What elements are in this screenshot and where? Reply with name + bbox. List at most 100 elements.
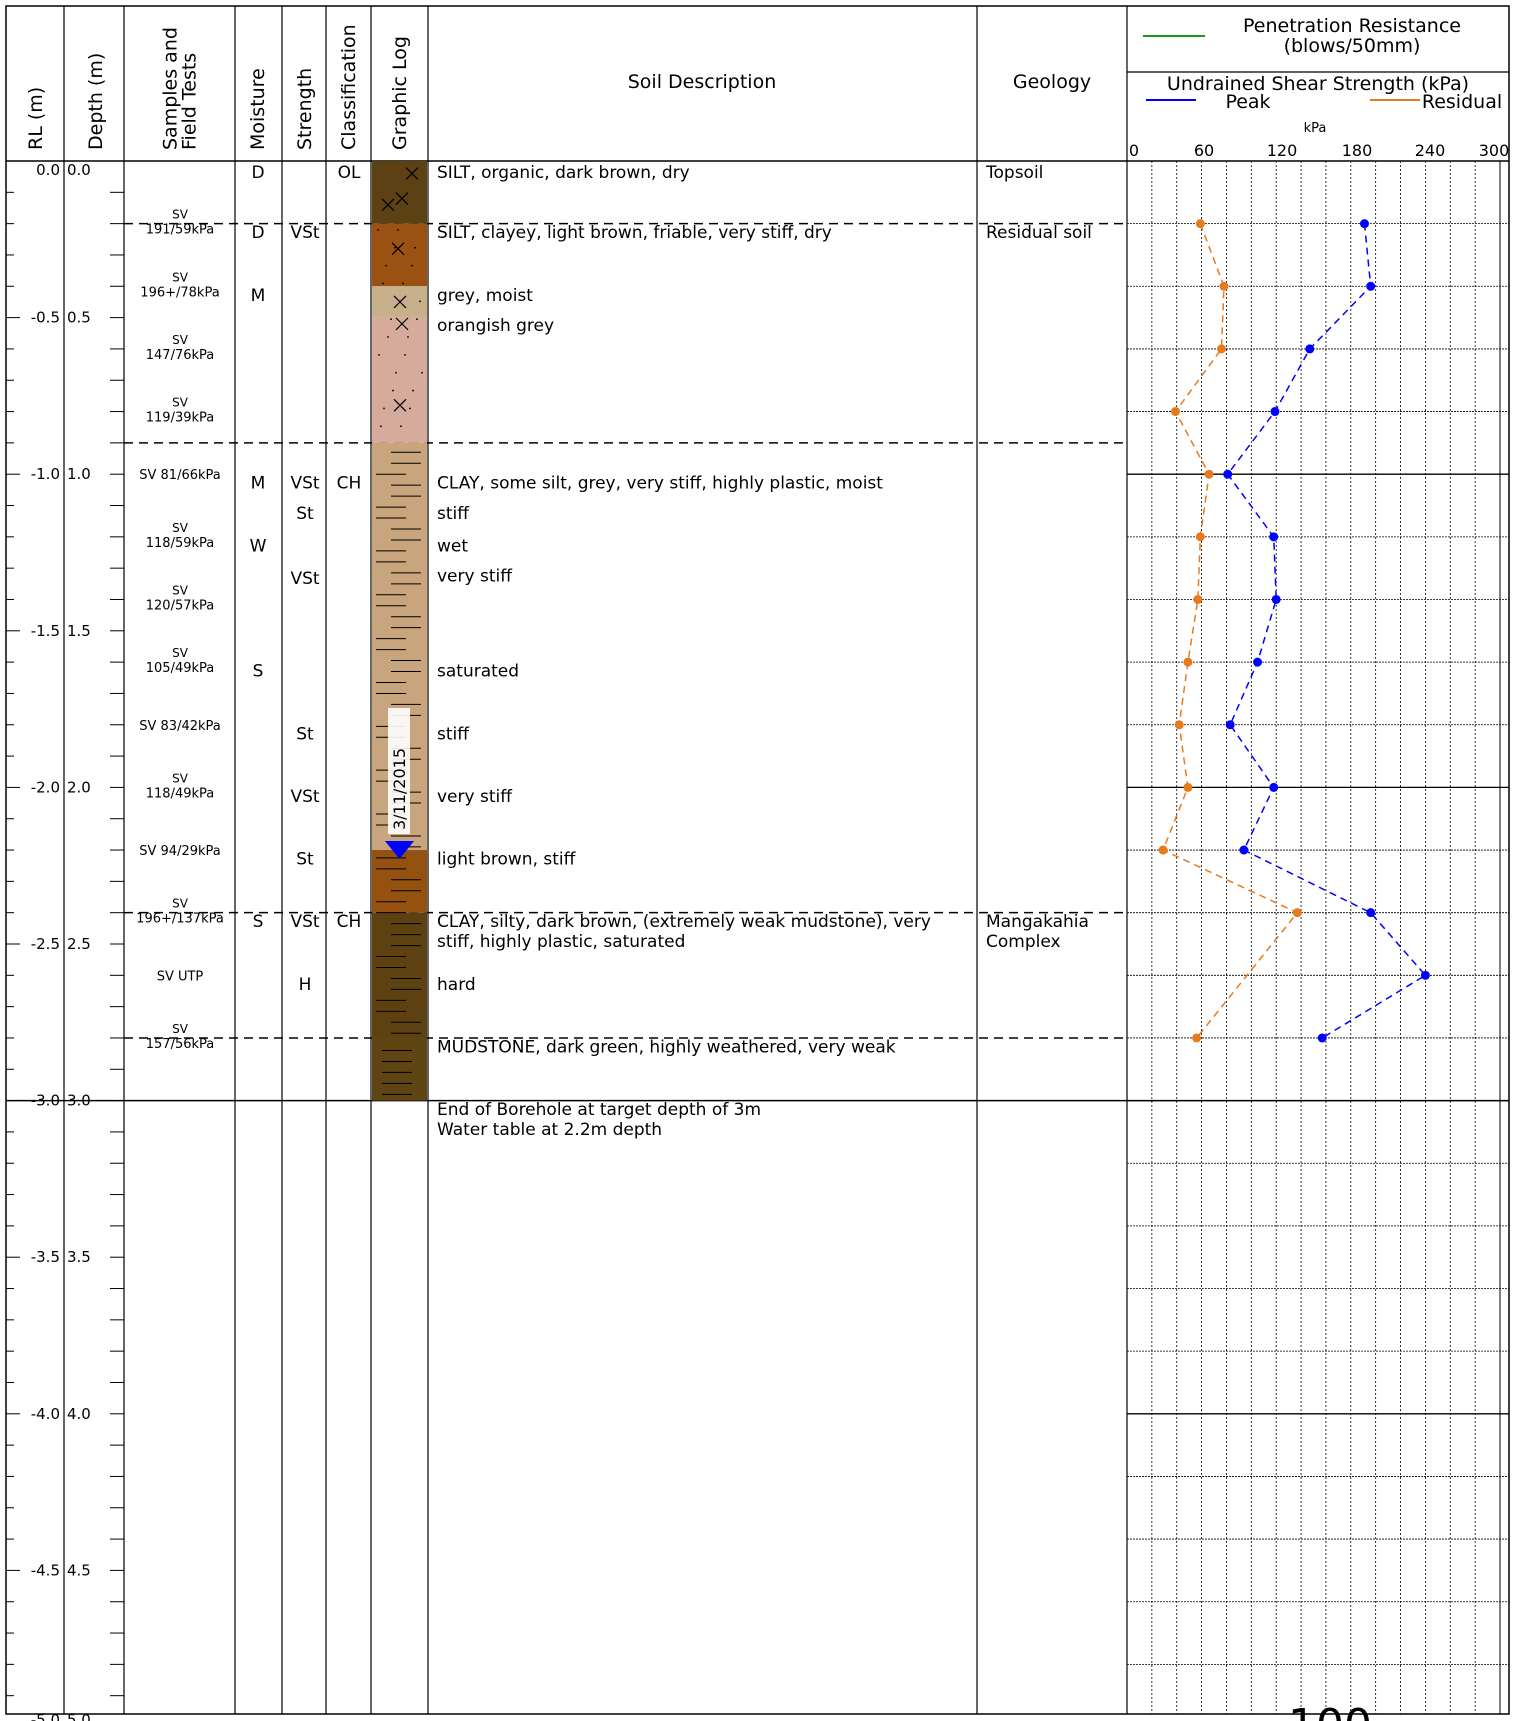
sample-label: 191/59kPa — [146, 223, 215, 238]
data-point-residual — [1216, 344, 1226, 354]
bottom-axis-label: 100 — [1288, 1700, 1372, 1721]
sample-label: 105/49kPa — [146, 661, 215, 676]
silt-dot — [400, 425, 402, 428]
sample-label: SV 81/66kPa — [139, 468, 221, 483]
graphic-log-header: Graphic Log — [389, 36, 411, 150]
data-point-residual — [1195, 219, 1205, 229]
outer-border — [5, 5, 1510, 1715]
data-point-residual — [1192, 1033, 1202, 1043]
soil-description-text: orangish grey — [437, 316, 554, 336]
water-date-text: 3/11/2015 — [390, 748, 409, 830]
log-columns: SV191/59kPaSV196+/78kPaSV147/76kPaSV119/… — [124, 163, 1127, 1140]
data-point-peak — [1317, 1033, 1327, 1043]
data-point-peak — [1359, 219, 1369, 229]
silt-dot — [392, 389, 394, 392]
silt-dot — [383, 407, 385, 410]
soil-description-text: very stiff — [437, 787, 513, 807]
soil-description-header: Soil Description — [628, 71, 777, 93]
silt-dot — [380, 425, 382, 428]
silt-cross — [405, 167, 419, 180]
water-date: 3/11/2015 — [390, 748, 409, 830]
moisture-header: Moisture — [247, 68, 269, 150]
data-point-peak — [1305, 344, 1315, 354]
silt-dot — [414, 246, 416, 249]
sample-label: SV 83/42kPa — [139, 719, 221, 734]
data-point-residual — [1158, 845, 1168, 855]
sample-label: SV — [172, 396, 189, 410]
data-point-peak — [1420, 970, 1430, 980]
strength-header-text: Strength — [294, 68, 316, 150]
depth-label: 3.5 — [67, 1248, 91, 1266]
rl-header-text: RL (m) — [25, 87, 47, 150]
strength-value: VSt — [290, 223, 319, 243]
data-point-residual — [1195, 532, 1205, 542]
classification-value: CH — [337, 912, 362, 932]
geology-text: Complex — [986, 932, 1061, 952]
silt-dot — [390, 318, 392, 321]
soil-description-text: saturated — [437, 662, 519, 682]
sample-label: SV — [172, 1022, 189, 1036]
silt-dot — [412, 389, 414, 392]
sample-label: 118/49kPa — [146, 786, 215, 801]
data-point-residual — [1219, 281, 1229, 291]
geology-header: Geology — [1013, 71, 1091, 93]
sample-label: SV 94/29kPa — [139, 844, 221, 859]
penetration-title: Penetration Resistance — [1243, 15, 1461, 37]
depth-label: 5.0 — [67, 1711, 91, 1721]
data-point-peak — [1269, 532, 1279, 542]
soil-description-text: SILT, clayey, light brown, friable, very… — [437, 223, 832, 243]
strength-value: VSt — [290, 569, 319, 589]
depth-label: 4.0 — [67, 1405, 91, 1423]
chart-tick-label: 0 — [1129, 141, 1139, 160]
silt-cross — [395, 317, 409, 331]
silt-dot — [416, 318, 418, 321]
series-line-residual — [1162, 223, 1299, 1039]
chart-tick-label: 180 — [1342, 141, 1373, 160]
rl-label: -2.0 — [31, 778, 60, 796]
sample-label: 120/57kPa — [146, 598, 215, 613]
silt-cross — [391, 242, 405, 256]
shear-strength-chart: 100 — [1126, 161, 1509, 1721]
soil-description-text: stiff — [437, 724, 470, 744]
moisture-header-text: Moisture — [247, 68, 269, 150]
moisture-value: D — [251, 223, 264, 243]
data-point-residual — [1174, 720, 1184, 730]
data-point-residual — [1183, 782, 1193, 792]
geology-text: Topsoil — [985, 163, 1043, 183]
strength-value: St — [296, 504, 314, 524]
soil-description-text: light brown, stiff — [437, 850, 577, 870]
graphic-log-header-text: Graphic Log — [389, 36, 411, 150]
moisture-value: S — [253, 662, 264, 682]
chart-tick-label: 300 — [1479, 141, 1510, 160]
rl-label: -4.0 — [31, 1405, 60, 1423]
shear-title: Undrained Shear Strength (kPa) — [1167, 73, 1469, 95]
soil-description-text: SILT, organic, dark brown, dry — [437, 163, 690, 183]
silt-dot — [382, 282, 384, 285]
silt-dot — [387, 336, 389, 338]
water-date-box — [388, 708, 410, 835]
depth-label: 4.5 — [67, 1561, 91, 1579]
strength-value: VSt — [290, 912, 319, 932]
rl-label: -5.0 — [31, 1711, 60, 1721]
silt-dot — [421, 371, 423, 374]
depth-label: 2.5 — [67, 935, 91, 953]
depth-header-text: Depth (m) — [85, 53, 107, 150]
peak-legend: Peak — [1225, 91, 1270, 113]
rl-label: -0.5 — [31, 309, 60, 327]
silt-dot — [407, 336, 409, 338]
rl-label: -3.0 — [31, 1092, 60, 1110]
silt-dot — [378, 353, 380, 356]
silt-dot — [411, 264, 413, 267]
depth-scale: 0.0 0.0 -0.5 0.5 -1.0 1.0 -1.5 1.5 -2.0 2.0 -2.5 2.… — [6, 160, 124, 1721]
soil-layer — [372, 912, 427, 1038]
depth-header: Depth (m) — [85, 53, 107, 150]
depth-label: 0.5 — [67, 309, 91, 327]
silt-dot — [404, 353, 406, 356]
sample-label: SV — [172, 646, 189, 660]
moisture-value: D — [251, 163, 264, 183]
silt-cross — [381, 198, 395, 212]
strength-value: VSt — [290, 474, 319, 494]
